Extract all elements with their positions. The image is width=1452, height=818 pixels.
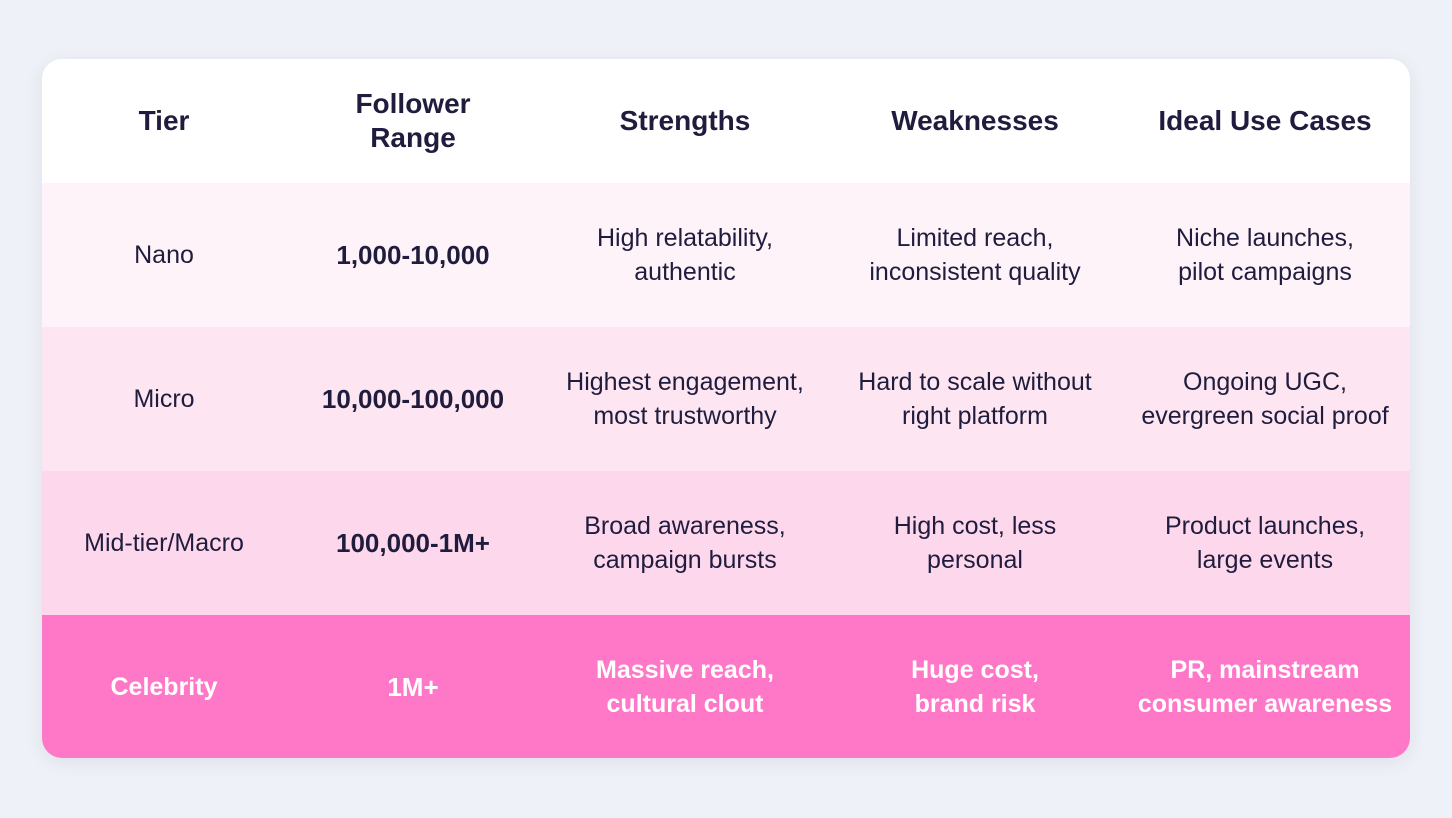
table-cell: 100,000-1M+ <box>286 471 540 615</box>
cell-line: Ongoing UGC, <box>1183 368 1347 396</box>
table-cell: Tier <box>42 59 286 183</box>
table-cell: Niche launches, pilot campaigns <box>1120 183 1410 327</box>
table-cell: Mid-tier/Macro <box>42 471 286 615</box>
cell-line: Product launches, <box>1164 512 1366 540</box>
table-cell: 10,000-100,000 <box>286 327 540 471</box>
cell-line: consumer awareness <box>1137 689 1393 718</box>
cell-line: Tier <box>138 105 190 136</box>
cell-line: Follower <box>355 88 471 119</box>
cell-line: Range <box>370 122 456 153</box>
table-cell: Strengths <box>540 59 830 183</box>
table-row: Nano 1,000-10,000 High relatability, authen… <box>42 183 1410 327</box>
cell-line: Niche launches, <box>1176 224 1354 252</box>
cell-line: Massive reach, <box>596 655 774 684</box>
cell-line: Micro <box>133 385 195 413</box>
tier-table: Tier Follower Range Strengths Weaknesses Idea… <box>42 59 1410 758</box>
cell-line: pilot campaigns <box>1178 258 1352 286</box>
cell-line: Hard to scale without <box>858 368 1092 396</box>
cell-line: PR, mainstream <box>1170 655 1360 684</box>
table-cell: Massive reach, cultural clout <box>540 615 830 758</box>
table-cell: Micro <box>42 327 286 471</box>
table-cell: Highest engagement, most trustworthy <box>540 327 830 471</box>
cell-line: 100,000-1M+ <box>336 528 490 558</box>
table-cell: Limited reach, inconsistent quality <box>830 183 1120 327</box>
table-cell: Product launches, large events <box>1120 471 1410 615</box>
cell-line: brand risk <box>914 689 1036 718</box>
cell-line: Strengths <box>619 105 751 136</box>
table-cell: Ongoing UGC, evergreen social proof <box>1120 327 1410 471</box>
cell-line: Ideal Use Cases <box>1158 105 1372 136</box>
table-row: Celebrity 1M+ Massive reach, cultural clout… <box>42 615 1410 758</box>
table-cell: Follower Range <box>286 59 540 183</box>
cell-line: campaign bursts <box>593 546 777 574</box>
table-cell: Hard to scale without right platform <box>830 327 1120 471</box>
cell-line: large events <box>1196 546 1334 574</box>
cell-line: most trustworthy <box>593 402 777 430</box>
table-cell: Celebrity <box>42 615 286 758</box>
table-cell: High relatability, authentic <box>540 183 830 327</box>
cell-line: Highest engagement, <box>566 368 804 396</box>
cell-line: Nano <box>134 241 194 269</box>
table-cell: Ideal Use Cases <box>1120 59 1410 183</box>
header-row: Tier Follower Range Strengths Weaknesses Idea… <box>42 59 1410 183</box>
cell-line: 1M+ <box>387 671 439 702</box>
cell-line: Limited reach, <box>896 224 1054 252</box>
table-cell: High cost, less personal <box>830 471 1120 615</box>
table-cell: Huge cost, brand risk <box>830 615 1120 758</box>
table-cell: Broad awareness, campaign bursts <box>540 471 830 615</box>
cell-line: Weaknesses <box>891 105 1059 136</box>
cell-line: authentic <box>634 258 736 286</box>
cell-line: 10,000-100,000 <box>321 384 505 414</box>
cell-line: Celebrity <box>110 672 218 701</box>
cell-line: inconsistent quality <box>869 258 1081 286</box>
cell-line: Mid-tier/Macro <box>84 529 244 557</box>
cell-line: Broad awareness, <box>584 512 786 540</box>
cell-line: 1,000-10,000 <box>336 240 490 270</box>
cell-line: personal <box>927 546 1023 574</box>
table-row: Micro 10,000-100,000 Highest engagement, mo… <box>42 327 1410 471</box>
cell-line: High relatability, <box>596 224 773 252</box>
cell-line: cultural clout <box>606 689 764 718</box>
cell-line: evergreen social proof <box>1141 402 1389 430</box>
table-cell: Weaknesses <box>830 59 1120 183</box>
table-cell: PR, mainstream consumer awareness <box>1120 615 1410 758</box>
cell-line: High cost, less <box>893 512 1057 540</box>
table-cell: 1,000-10,000 <box>286 183 540 327</box>
cell-line: Huge cost, <box>911 655 1039 684</box>
table-cell: 1M+ <box>286 615 540 758</box>
table-cell: Nano <box>42 183 286 327</box>
table-row: Mid-tier/Macro 100,000-1M+ Broad awareness… <box>42 471 1410 615</box>
cell-line: right platform <box>902 402 1048 430</box>
